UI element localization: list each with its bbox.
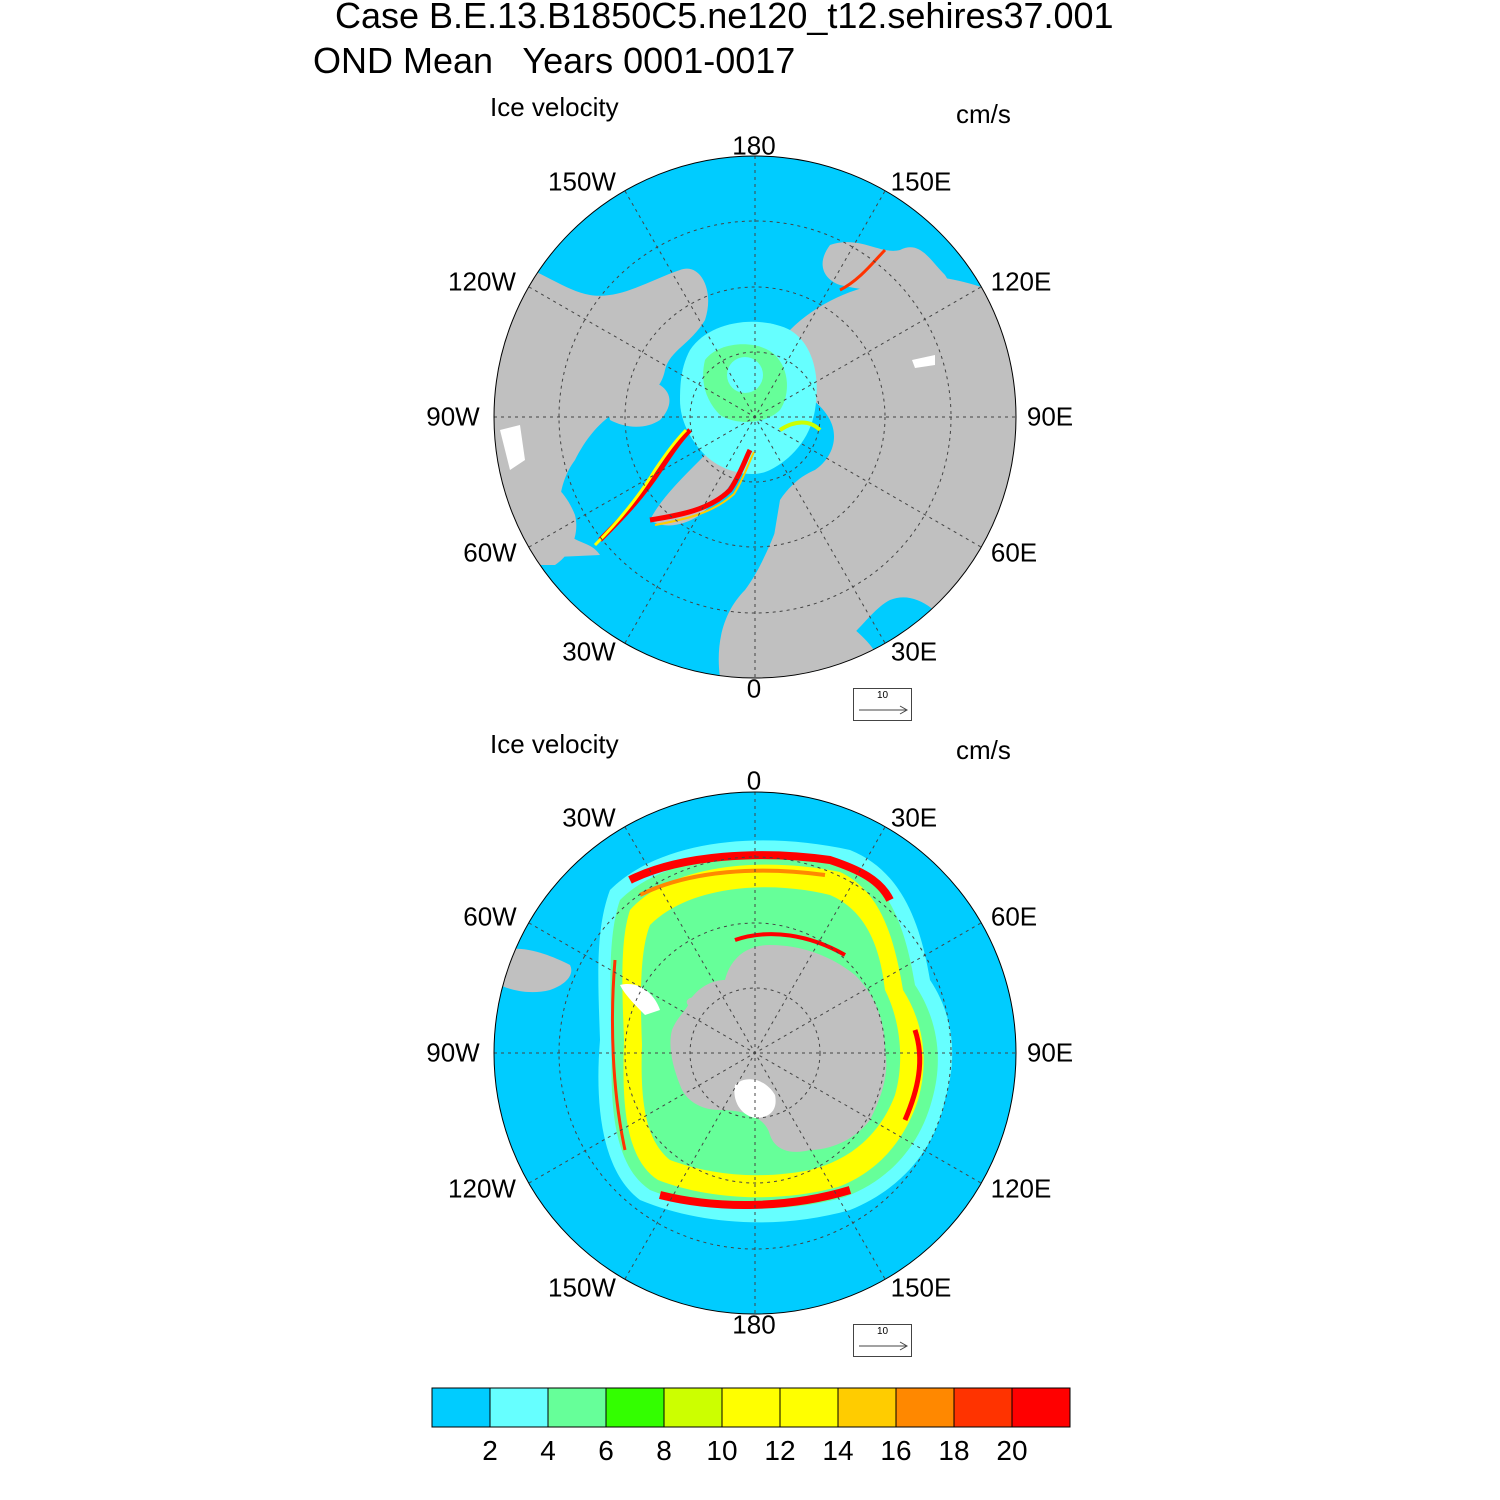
colorbar-tick-label: 8 [656,1435,672,1466]
south-lon-mid-lower-right: 120E [990,1173,1052,1204]
north-lon-left: 90W [426,401,480,432]
south-panel-label: Ice velocity [490,729,619,759]
colorbar-tick-label: 12 [764,1435,796,1466]
south-reference-vector-label: 10 [876,1326,889,1337]
south-white-ross [734,1079,776,1118]
colorbar-tick-label: 18 [938,1435,970,1466]
north-land-labrador [520,477,577,565]
south-lon-right: 90E [1026,1037,1074,1068]
north-lon-top: 180 [732,130,776,161]
colorbar-swatch [895,1387,955,1428]
south-lon-mid-lower-left: 120W [448,1173,516,1204]
north-lon-upper-left: 150W [548,166,616,197]
south-lon-upper-right: 30E [890,802,938,833]
north-lon-mid-lower-right: 60E [990,537,1038,568]
south-lon-lower-left: 150W [548,1272,616,1303]
main-title: Case B.E.13.B1850C5.ne120_t12.sehires37.… [335,0,1114,36]
north-graticule [494,156,1016,678]
colorbar-tick-label: 14 [822,1435,854,1466]
colorbar-swatch [605,1387,665,1428]
north-lon-right: 90E [1026,401,1074,432]
north-lon-mid-lower-left: 60W [463,537,517,568]
colorbar-tick-label: 10 [706,1435,738,1466]
north-lon-lower-left: 30W [562,636,616,667]
north-land-chukotka [822,242,960,300]
north-lon-mid-upper-left: 120W [448,266,516,297]
south-land-south-america [500,948,572,993]
north-gyre-center [727,357,763,393]
south-lon-mid-upper-right: 60E [990,901,1038,932]
south-lon-left: 90W [426,1037,480,1068]
north-land-archipelago [605,334,719,436]
south-streak-coast [734,932,846,957]
colorbar-tick-label: 2 [482,1435,498,1466]
south-graticule [494,792,1016,1314]
north-streak-fram [649,448,753,523]
north-streak-bering [839,248,887,292]
colorbar-tick-label: 6 [598,1435,614,1466]
north-land-scandinavia [769,466,850,610]
south-lon-lower-right: 150E [890,1272,952,1303]
colorbar-swatch [663,1387,723,1428]
north-lon-lower-right: 30E [890,636,938,667]
subtitle: OND Mean Years 0001-0017 [313,40,796,81]
south-map-border [493,791,1017,1315]
colorbar-swatch [1011,1387,1071,1428]
north-units-label: cm/s [956,99,1011,129]
south-land-peninsula [686,985,725,1009]
colorbar-swatch [431,1387,491,1428]
north-lon-bottom: 0 [746,673,762,704]
colorbar-swatch [779,1387,839,1428]
north-lon-mid-upper-right: 120E [990,266,1052,297]
colorbar-swatch [547,1387,607,1428]
colorbar-swatch [489,1387,549,1428]
colorbar-swatch [721,1387,781,1428]
colorbar-swatch [953,1387,1013,1428]
north-panel-label: Ice velocity [490,92,619,122]
north-lon-upper-right: 150E [890,166,952,197]
colorbar-tick-label: 16 [880,1435,912,1466]
colorbar-tick-label: 4 [540,1435,556,1466]
north-reference-vector-label: 10 [876,690,889,701]
south-streak-west [611,959,627,1151]
south-lon-bottom: 180 [732,1309,776,1340]
north-reference-arrow-icon [859,705,909,715]
south-white-weddell [620,984,660,1015]
north-streak-kara [778,420,822,432]
south-reference-vector-box: 10 [853,1324,912,1357]
north-map-border [493,155,1017,679]
colorbar-swatch [837,1387,897,1428]
north-streak-baffin-edge [593,428,688,547]
south-streak-weddell [628,851,894,902]
south-streak-east [902,1029,923,1121]
south-land-antarctica [670,945,887,1152]
south-lon-upper-left: 30W [562,802,616,833]
south-lon-top: 0 [746,765,762,796]
south-lon-mid-upper-left: 60W [463,901,517,932]
south-streak-ross [659,1186,852,1209]
south-units-label: cm/s [956,735,1011,765]
colorbar-tick-label: 20 [996,1435,1028,1466]
south-reference-arrow-icon [859,1341,909,1351]
south-streak-weddell-b [639,868,826,897]
north-reference-vector-box: 10 [853,688,912,721]
